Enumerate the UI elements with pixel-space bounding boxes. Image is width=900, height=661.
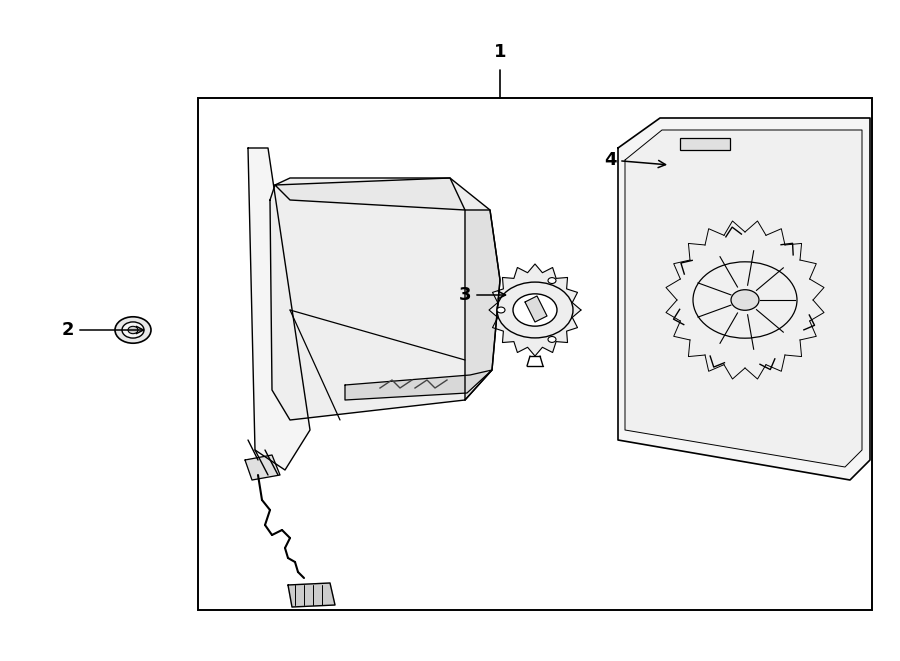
Polygon shape (465, 210, 500, 400)
Polygon shape (245, 455, 280, 480)
Polygon shape (275, 178, 465, 210)
Polygon shape (525, 296, 547, 322)
Circle shape (122, 322, 144, 338)
Circle shape (513, 294, 557, 326)
Circle shape (128, 327, 138, 334)
Text: 4: 4 (604, 151, 665, 169)
Circle shape (497, 307, 505, 313)
Circle shape (693, 262, 797, 338)
Circle shape (115, 317, 151, 343)
Bar (198, 98, 872, 610)
Circle shape (548, 278, 556, 284)
Polygon shape (618, 118, 870, 480)
Bar (680, 138, 730, 150)
Polygon shape (489, 264, 581, 356)
Circle shape (731, 290, 759, 310)
Text: 1: 1 (494, 43, 506, 61)
Polygon shape (248, 148, 310, 470)
Polygon shape (270, 178, 500, 420)
Circle shape (548, 336, 556, 342)
Polygon shape (345, 370, 492, 400)
Text: 2: 2 (62, 321, 143, 339)
Polygon shape (625, 130, 862, 467)
Text: 3: 3 (459, 286, 506, 304)
Polygon shape (288, 583, 335, 607)
